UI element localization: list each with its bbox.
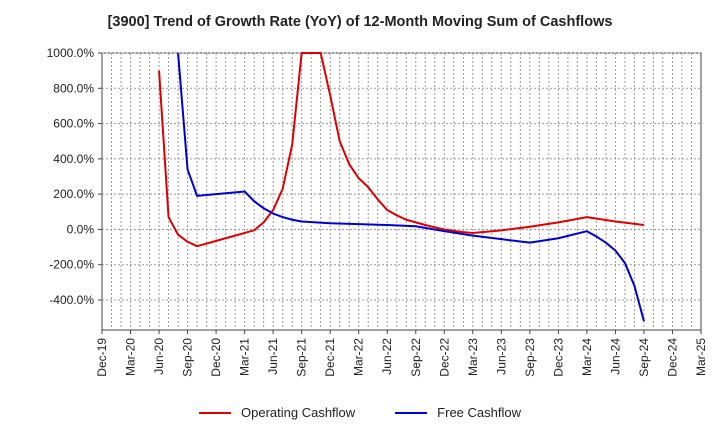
y-tick-label: 200.0% <box>53 187 94 201</box>
x-tick-label: Mar-25 <box>694 338 708 376</box>
x-tick-label: Dec-22 <box>437 338 451 377</box>
x-tick-label: Sep-23 <box>523 338 537 377</box>
x-tick-label: Jun-24 <box>608 338 622 375</box>
chart-title: [3900] Trend of Growth Rate (YoY) of 12-… <box>107 14 613 30</box>
x-tick-label: Jun-21 <box>266 338 280 375</box>
series-line-operating-cashflow <box>158 52 645 248</box>
x-tick-label: Mar-21 <box>238 338 252 376</box>
y-tick-label: -400.0% <box>49 293 94 307</box>
series-line-free-cashflow <box>177 52 645 322</box>
x-tick-label: Jun-23 <box>494 338 508 375</box>
legend-swatch-free-cashflow <box>395 411 428 414</box>
x-tick-label: Mar-23 <box>466 338 480 376</box>
x-tick-label: Jun-22 <box>380 338 394 375</box>
x-tick-label: Jun-20 <box>152 338 166 375</box>
x-tick-label: Dec-20 <box>209 338 223 377</box>
x-tick-label: Dec-23 <box>551 338 565 377</box>
plot-area <box>101 52 702 331</box>
y-tick-label: 0.0% <box>67 222 95 236</box>
y-tick-label: 600.0% <box>53 117 94 131</box>
legend-label-free-cashflow: Free Cashflow <box>437 405 521 420</box>
legend-item-free-cashflow: Free Cashflow <box>395 405 521 420</box>
legend: Operating Cashflow Free Cashflow <box>0 405 720 420</box>
x-tick-label: Mar-22 <box>352 338 366 376</box>
x-tick-label: Dec-21 <box>323 338 337 377</box>
y-tick-label: 400.0% <box>53 152 94 166</box>
legend-swatch-operating-cashflow <box>199 411 231 414</box>
x-tick-label: Mar-20 <box>124 338 138 376</box>
x-tick-label: Sep-22 <box>409 338 423 377</box>
x-tick-label: Sep-24 <box>637 338 651 377</box>
x-tick-label: Dec-24 <box>665 338 679 377</box>
x-tick-label: Sep-20 <box>181 338 195 377</box>
y-tick-label: 800.0% <box>53 81 94 95</box>
y-tick-label: -200.0% <box>49 258 94 272</box>
x-tick-label: Mar-24 <box>580 338 594 376</box>
legend-item-operating-cashflow: Operating Cashflow <box>199 405 355 420</box>
legend-label-operating-cashflow: Operating Cashflow <box>241 405 356 420</box>
y-tick-label: 1000.0% <box>47 46 95 60</box>
x-tick-label: Dec-19 <box>95 338 109 377</box>
x-tick-label: Sep-21 <box>295 338 309 377</box>
